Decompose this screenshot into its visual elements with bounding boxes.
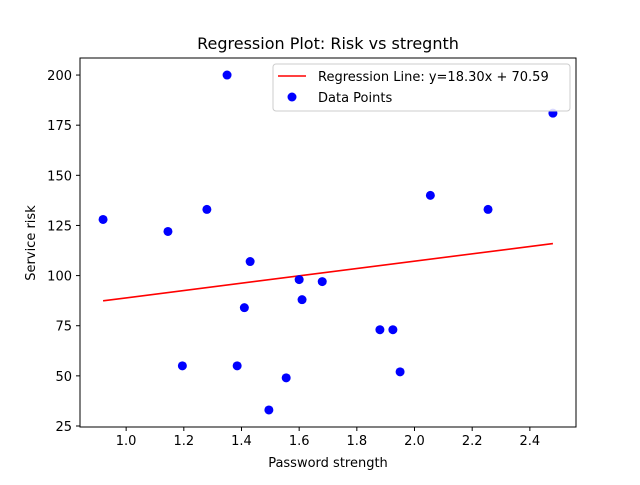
x-tick-label: 2.2 — [462, 434, 483, 449]
y-axis-label: Service risk — [24, 205, 39, 281]
data-point — [483, 204, 493, 214]
x-tick-label: 2.4 — [520, 434, 541, 449]
x-tick-label: 1.0 — [116, 434, 137, 449]
x-axis-label: Password strength — [268, 456, 388, 471]
data-point — [177, 361, 187, 371]
x-axis: 1.0 1.2 1.4 1.6 1.8 2.0 2.2 2.4 — [116, 427, 540, 449]
data-point — [297, 295, 307, 305]
y-tick-label: 175 — [47, 119, 72, 134]
legend-box — [272, 63, 571, 112]
plot-area — [80, 58, 576, 427]
legend-label-regression: Regression Line: y=18.30x + 70.59 — [318, 70, 549, 85]
y-tick-label: 50 — [55, 370, 72, 385]
data-point — [202, 204, 212, 214]
y-tick-label: 100 — [47, 270, 72, 285]
y-tick-label: 200 — [47, 69, 72, 84]
legend-point-swatch — [287, 92, 297, 102]
y-tick-label: 25 — [55, 420, 72, 435]
x-tick-label: 1.8 — [346, 434, 367, 449]
y-tick-label: 125 — [47, 219, 72, 234]
data-point — [245, 257, 255, 267]
x-tick-label: 1.2 — [173, 434, 194, 449]
data-point — [264, 405, 274, 415]
data-point — [163, 226, 173, 236]
data-point — [232, 361, 242, 371]
x-tick-label: 1.4 — [231, 434, 252, 449]
x-tick-label: 1.6 — [289, 434, 310, 449]
y-axis: 25 50 75 100 125 150 175 200 — [47, 69, 80, 435]
chart-title: Regression Plot: Risk vs stregnth — [197, 34, 459, 53]
data-point — [425, 190, 435, 200]
data-point — [388, 325, 398, 335]
data-point — [281, 373, 291, 383]
data-point — [375, 325, 385, 335]
y-tick-label: 75 — [55, 320, 72, 335]
plot-frame — [79, 57, 577, 428]
x-tick-label: 2.0 — [404, 434, 425, 449]
data-point — [294, 275, 304, 285]
data-point — [317, 277, 327, 287]
data-point — [239, 303, 249, 313]
legend: Regression Line: y=18.30x + 70.59 Data P… — [272, 63, 571, 112]
data-point — [98, 214, 108, 224]
data-point — [395, 367, 405, 377]
regression-line — [102, 242, 554, 302]
legend-label-points: Data Points — [318, 91, 392, 106]
y-tick-label: 150 — [47, 169, 72, 184]
plot-marks — [98, 70, 558, 415]
data-point — [222, 70, 232, 80]
